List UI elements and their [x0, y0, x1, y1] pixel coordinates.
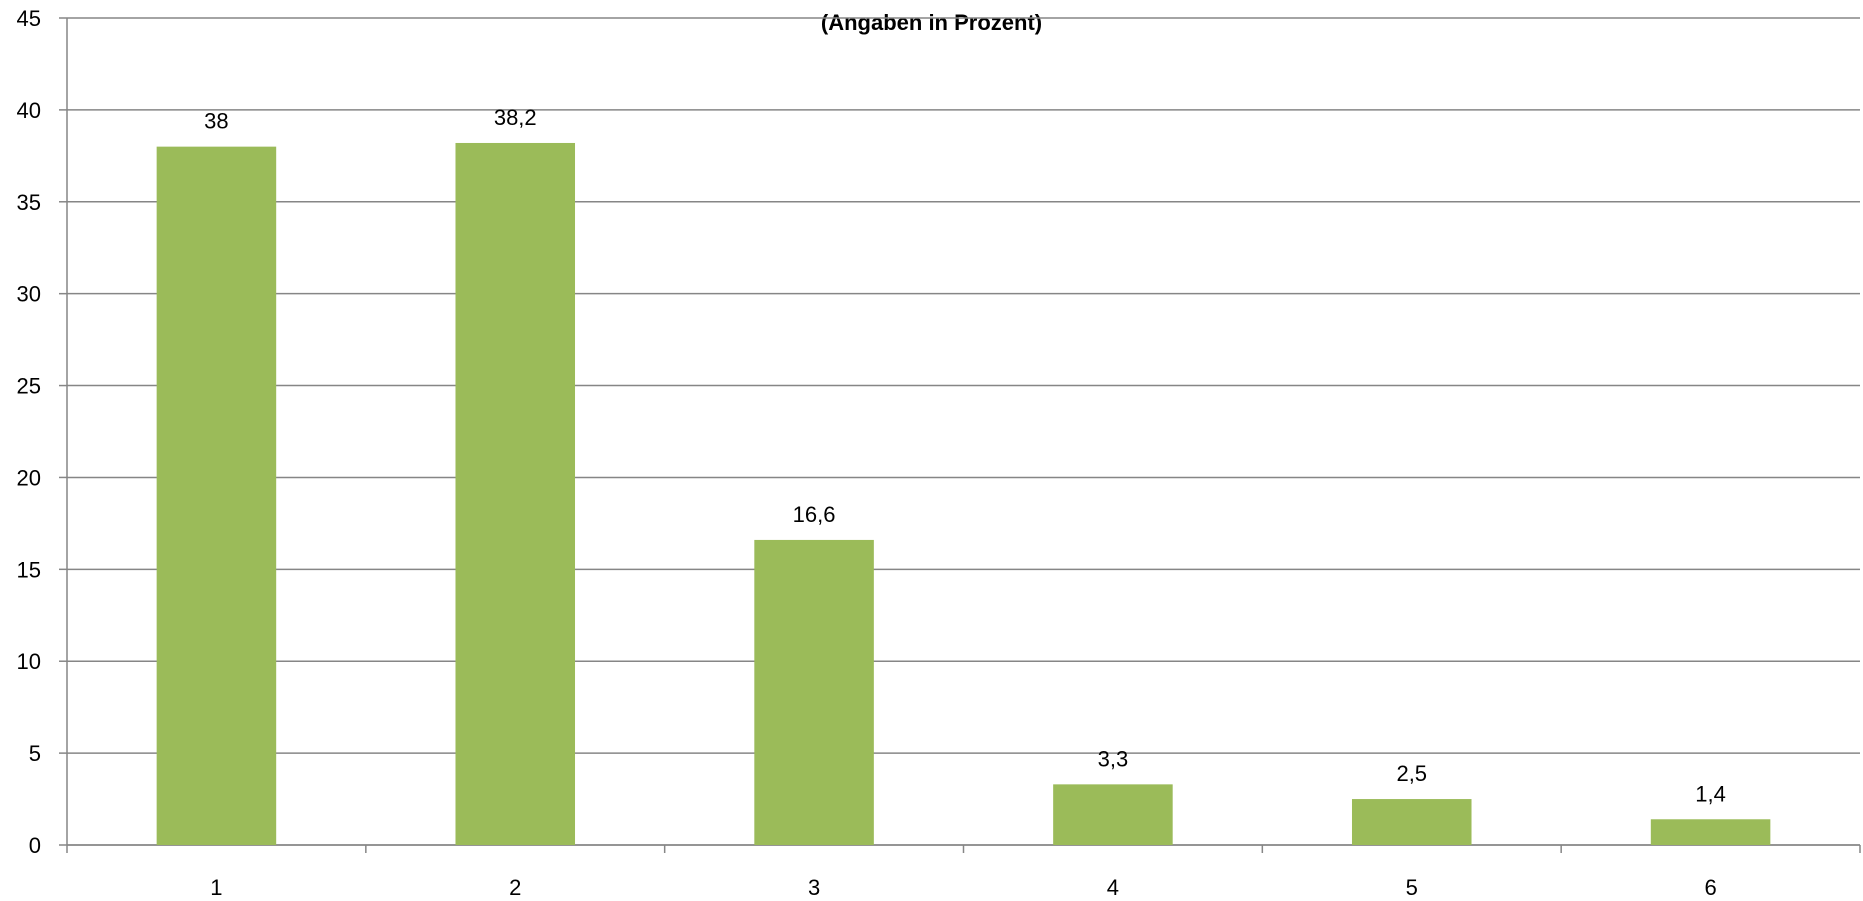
bar — [1650, 819, 1771, 845]
data-label: 2,5 — [1396, 761, 1427, 786]
y-tick-label: 15 — [17, 557, 41, 582]
data-label: 38,2 — [494, 105, 537, 130]
y-tick-label: 5 — [29, 741, 41, 766]
x-tick-label: 4 — [1107, 875, 1119, 900]
data-label: 3,3 — [1098, 746, 1129, 771]
x-tick-label: 1 — [210, 875, 222, 900]
y-tick-label: 45 — [17, 6, 41, 31]
y-tick-label: 30 — [17, 282, 41, 307]
bar — [1351, 799, 1472, 845]
bar — [1053, 784, 1173, 845]
y-tick-label: 40 — [17, 98, 41, 123]
data-label: 16,6 — [793, 502, 836, 527]
bar — [156, 146, 277, 846]
y-tick-label: 25 — [17, 374, 41, 399]
y-tick-label: 35 — [17, 190, 41, 215]
y-tick-label: 0 — [29, 833, 41, 858]
x-tick-label: 6 — [1704, 875, 1716, 900]
bar — [754, 539, 874, 845]
y-tick-label: 20 — [17, 465, 41, 490]
data-label: 1,4 — [1695, 781, 1726, 806]
x-tick-label: 2 — [509, 875, 521, 900]
data-label: 38 — [204, 109, 228, 134]
x-tick-label: 5 — [1406, 875, 1418, 900]
x-tick-label: 3 — [808, 875, 820, 900]
y-tick-label: 10 — [17, 649, 41, 674]
bar — [455, 142, 576, 846]
chart-subtitle: (Angaben in Prozent) — [820, 10, 1043, 35]
